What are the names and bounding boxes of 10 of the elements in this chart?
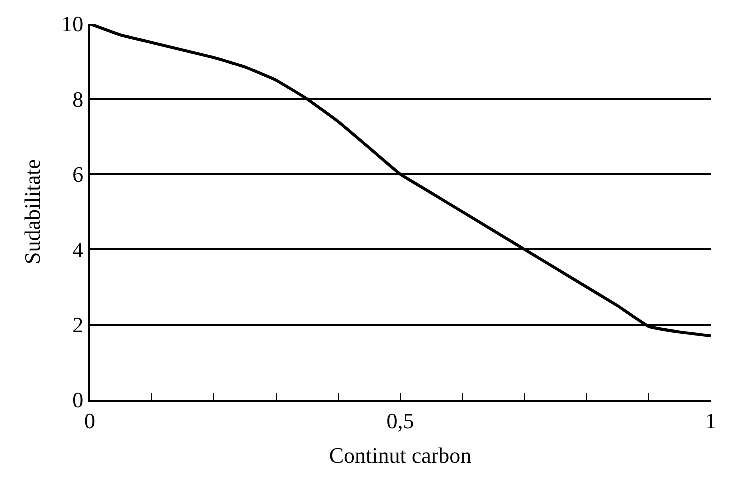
y-tick-label: 8	[72, 86, 84, 112]
y-tick-label: 2	[72, 312, 84, 338]
y-axis-title: Sudabilitate	[20, 159, 45, 265]
y-tick-label: 6	[72, 162, 84, 188]
y-tick-label: 4	[72, 237, 84, 262]
y-tick-label: 0	[72, 388, 84, 413]
x-tick-label: 0,5	[386, 408, 414, 434]
x-axis-title: Continut carbon	[329, 442, 472, 468]
x-tick-label: 1	[706, 408, 716, 434]
y-tick-label: 10	[62, 12, 84, 37]
